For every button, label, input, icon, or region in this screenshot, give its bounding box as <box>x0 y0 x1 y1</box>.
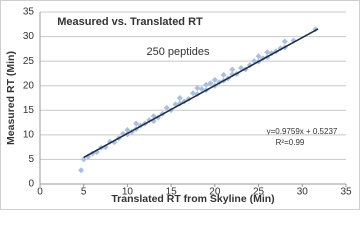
point <box>255 53 262 60</box>
r-squared: R²=0.99 <box>276 138 305 147</box>
x-tick-label: 20 <box>209 187 221 198</box>
point <box>190 90 196 97</box>
point <box>251 58 258 65</box>
point <box>281 38 288 45</box>
x-tick-label: 15 <box>166 187 178 198</box>
point <box>264 49 271 56</box>
x-tick-label: 35 <box>340 187 352 198</box>
y-tick-label: 30 <box>23 31 35 42</box>
y-tick-label: 0 <box>28 179 34 190</box>
x-tick-label: 25 <box>253 187 265 198</box>
y-tick-label: 20 <box>23 80 35 91</box>
equation: y=0.9759x + 0.5237 <box>267 127 338 136</box>
y-tick-label: 10 <box>23 129 35 140</box>
point <box>80 156 87 163</box>
point <box>124 126 131 133</box>
point <box>220 71 227 78</box>
annotation: 250 peptides <box>147 46 210 58</box>
x-axis-label: Translated RT from Skyline (Min) <box>111 193 274 205</box>
point <box>78 167 85 174</box>
point <box>229 66 236 73</box>
x-tick-label: 10 <box>122 187 134 198</box>
x-tick-label: 0 <box>37 187 43 198</box>
y-axis-label: Measured RT (Min) <box>5 51 17 145</box>
point <box>211 76 218 83</box>
y-tick-label: 35 <box>23 7 35 18</box>
y-tick-label: 15 <box>23 105 35 116</box>
y-tick-label: 25 <box>23 56 35 67</box>
y-tick-label: 5 <box>28 154 34 165</box>
x-tick-label: 5 <box>81 187 87 198</box>
page: Measured vs. Translated RT 250 peptides … <box>0 0 360 210</box>
x-tick-label: 30 <box>297 187 309 198</box>
point <box>198 86 205 93</box>
point <box>133 120 140 127</box>
point <box>163 104 170 111</box>
point <box>194 85 201 92</box>
chart-title: Measured vs. Translated RT <box>57 16 203 28</box>
point <box>207 80 214 87</box>
trendline <box>83 28 319 159</box>
chart: Measured vs. Translated RT 250 peptides … <box>0 0 360 210</box>
point <box>176 95 183 101</box>
